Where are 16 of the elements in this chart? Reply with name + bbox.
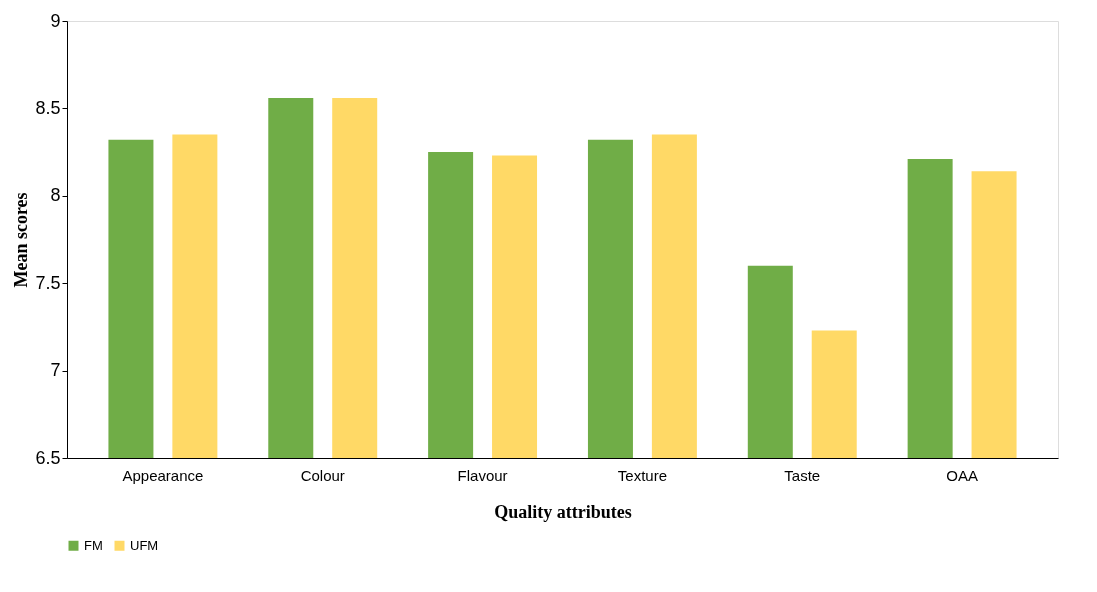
y-axis-title: Mean scores <box>11 192 32 288</box>
legend-label: UFM <box>130 537 159 553</box>
y-tick-label: 8.5 <box>35 97 61 118</box>
x-axis-title: Quality attributes <box>494 501 632 522</box>
y-tick-label: 7.5 <box>35 272 61 293</box>
x-tick-label: Appearance <box>122 466 204 484</box>
x-tick-label: OAA <box>946 466 978 484</box>
legend-label: FM <box>84 537 103 553</box>
x-tick-label: Taste <box>784 466 821 484</box>
y-tick-label: 6.5 <box>35 447 61 468</box>
x-tick-label: Colour <box>300 466 345 484</box>
x-tick-label: Texture <box>617 466 668 484</box>
x-tick-label: Flavour <box>457 466 508 484</box>
y-tick-label: 9 <box>50 10 61 31</box>
y-tick-label: 8 <box>50 185 61 206</box>
y-tick-label: 7 <box>50 360 61 381</box>
